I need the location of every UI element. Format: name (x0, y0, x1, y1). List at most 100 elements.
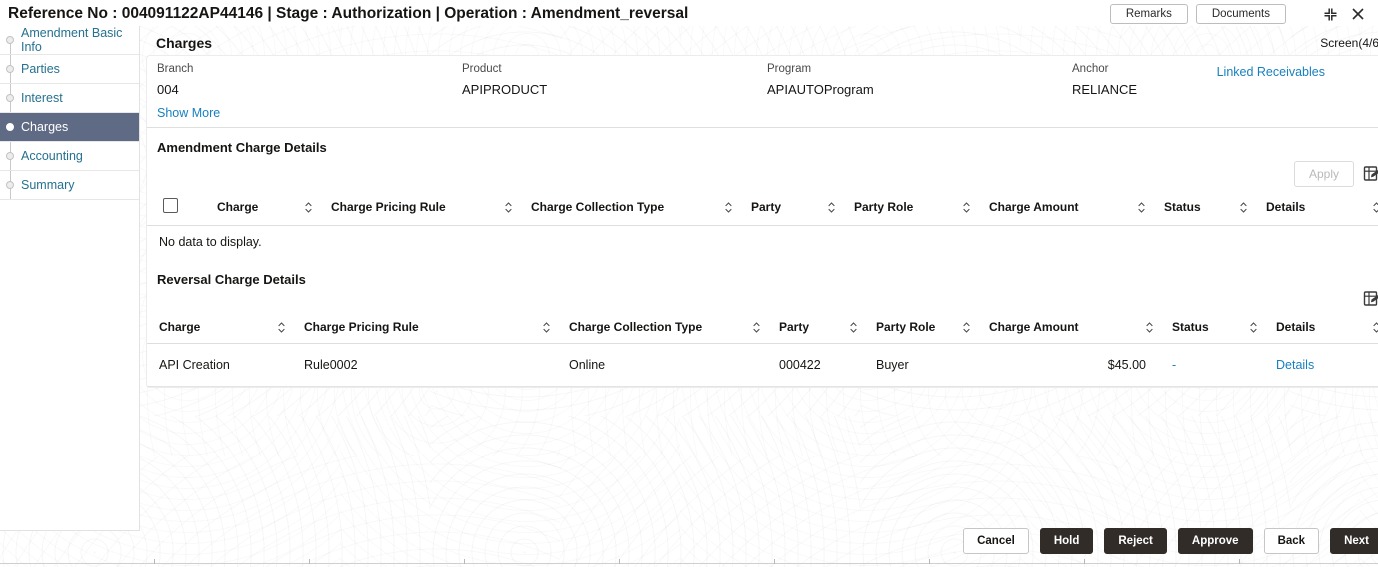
cell-party: 000422 (767, 343, 864, 387)
col-details[interactable]: Details (1264, 311, 1378, 344)
cancel-button[interactable]: Cancel (963, 528, 1029, 554)
sidebar-item-label: Accounting (21, 149, 83, 163)
bottom-ruler (0, 559, 1378, 564)
page-title: Reference No : 004091122AP44146 | Stage … (8, 5, 689, 22)
sidebar-item-interest[interactable]: Interest (0, 84, 139, 113)
sidebar-item-label: Summary (21, 178, 75, 192)
branch-value: 004 (157, 82, 179, 97)
main-content: Charges Screen(4/6) Branch 004 Show More… (140, 26, 1378, 567)
empty-table-message: No data to display. (159, 235, 262, 249)
documents-button[interactable]: Documents (1195, 4, 1286, 24)
cell-pricing-rule: Rule0002 (292, 343, 557, 387)
screen-title: Charges (156, 34, 213, 51)
col-charge-collection-type[interactable]: Charge Collection Type (519, 189, 739, 226)
reject-button[interactable]: Reject (1104, 528, 1167, 554)
close-icon[interactable] (1348, 4, 1368, 24)
cell-status: - (1160, 343, 1264, 387)
branch-label: Branch (157, 63, 194, 75)
col-details[interactable]: Details (1254, 189, 1378, 226)
sidebar-item-amendment-basic-info[interactable]: Amendment Basic Info (0, 26, 139, 55)
col-charge-amount[interactable]: Charge Amount (977, 311, 1160, 344)
sidebar-item-label: Amendment Basic Info (21, 26, 123, 54)
sort-icon[interactable] (962, 321, 971, 334)
collapse-icon[interactable] (1320, 4, 1340, 24)
sort-icon[interactable] (1145, 321, 1154, 334)
cell-collection-type: Online (557, 343, 767, 387)
cell-party-role: Buyer (864, 343, 977, 387)
col-charge-collection-type[interactable]: Charge Collection Type (557, 311, 767, 344)
col-party-role[interactable]: Party Role (864, 311, 977, 344)
anchor-value: RELIANCE (1072, 82, 1138, 97)
stage-sidebar: Amendment Basic Info Parties Interest Ch… (0, 26, 140, 531)
select-all-header (147, 189, 205, 226)
step-dot (6, 65, 14, 73)
sort-icon[interactable] (1239, 201, 1248, 214)
sidebar-item-label: Charges (21, 120, 69, 134)
col-party[interactable]: Party (767, 311, 864, 344)
cell-charge-amount: $45.00 (977, 343, 1160, 387)
col-charge-pricing-rule[interactable]: Charge Pricing Rule (319, 189, 519, 226)
col-party[interactable]: Party (739, 189, 842, 226)
approve-button[interactable]: Approve (1177, 528, 1253, 554)
amendment-section-title: Amendment Charge Details (157, 140, 327, 155)
anchor-label: Anchor (1072, 63, 1109, 75)
col-party-role[interactable]: Party Role (842, 189, 977, 226)
sort-icon[interactable] (277, 321, 286, 334)
table-edit-icon[interactable] (1363, 165, 1378, 183)
select-all-checkbox[interactable] (163, 198, 178, 213)
sidebar-item-label: Parties (21, 62, 60, 76)
step-dot (6, 123, 14, 131)
sort-icon[interactable] (1372, 321, 1378, 334)
step-dot (6, 36, 14, 44)
sidebar-item-summary[interactable]: Summary (0, 171, 139, 200)
reversal-charges-table: Charge Charge Pricing Rule Charge Collec… (147, 311, 1378, 387)
remarks-button[interactable]: Remarks (1109, 4, 1188, 24)
screen-indicator: Screen(4/6) (1320, 35, 1378, 50)
sidebar-item-label: Interest (21, 91, 63, 105)
col-charge[interactable]: Charge (147, 311, 292, 344)
show-more-link[interactable]: Show More (157, 106, 221, 120)
col-charge[interactable]: Charge (205, 189, 319, 226)
program-value: APIAUTOProgram (767, 82, 874, 97)
col-charge-pricing-rule[interactable]: Charge Pricing Rule (292, 311, 557, 344)
hold-button[interactable]: Hold (1039, 528, 1094, 554)
product-label: Product (462, 63, 502, 75)
sort-icon[interactable] (1137, 201, 1146, 214)
sidebar-item-accounting[interactable]: Accounting (0, 142, 139, 171)
linked-receivables-link[interactable]: Linked Receivables (1216, 65, 1325, 79)
charges-panel: Branch 004 Show More Product APIPRODUCT … (146, 55, 1378, 388)
back-button[interactable]: Back (1263, 528, 1320, 554)
sort-icon[interactable] (1372, 201, 1378, 214)
step-dot (6, 181, 14, 189)
table-edit-icon[interactable] (1363, 290, 1378, 308)
sidebar-item-parties[interactable]: Parties (0, 55, 139, 84)
step-dot (6, 152, 14, 160)
titlebar: Reference No : 004091122AP44146 | Stage … (0, 0, 1378, 26)
program-label: Program (767, 63, 812, 75)
next-button[interactable]: Next (1330, 528, 1378, 554)
col-status[interactable]: Status (1160, 311, 1264, 344)
table-row: API Creation Rule0002 Online 000422 Buye… (147, 343, 1378, 387)
cell-charge: API Creation (147, 343, 292, 387)
amendment-charges-table: Charge Charge Pricing Rule Charge Collec… (147, 189, 1378, 260)
sort-icon[interactable] (752, 321, 761, 334)
sort-icon[interactable] (542, 321, 551, 334)
step-dot (6, 94, 14, 102)
col-status[interactable]: Status (1152, 189, 1254, 226)
sort-icon[interactable] (962, 201, 971, 214)
col-charge-amount[interactable]: Charge Amount (977, 189, 1152, 226)
row-details-link[interactable]: Details (1276, 358, 1315, 372)
reversal-section-title: Reversal Charge Details (157, 272, 306, 287)
sort-icon[interactable] (504, 201, 513, 214)
sort-icon[interactable] (724, 201, 733, 214)
sort-icon[interactable] (304, 201, 313, 214)
apply-button[interactable]: Apply (1293, 161, 1354, 187)
deal-summary: Branch 004 Show More Product APIPRODUCT … (147, 56, 1378, 128)
sort-icon[interactable] (1249, 321, 1258, 334)
product-value: APIPRODUCT (462, 82, 548, 97)
sort-icon[interactable] (827, 201, 836, 214)
sort-icon[interactable] (849, 321, 858, 334)
sidebar-item-charges[interactable]: Charges (0, 113, 139, 142)
action-footer: Cancel Hold Reject Approve Back Next (146, 528, 1378, 567)
